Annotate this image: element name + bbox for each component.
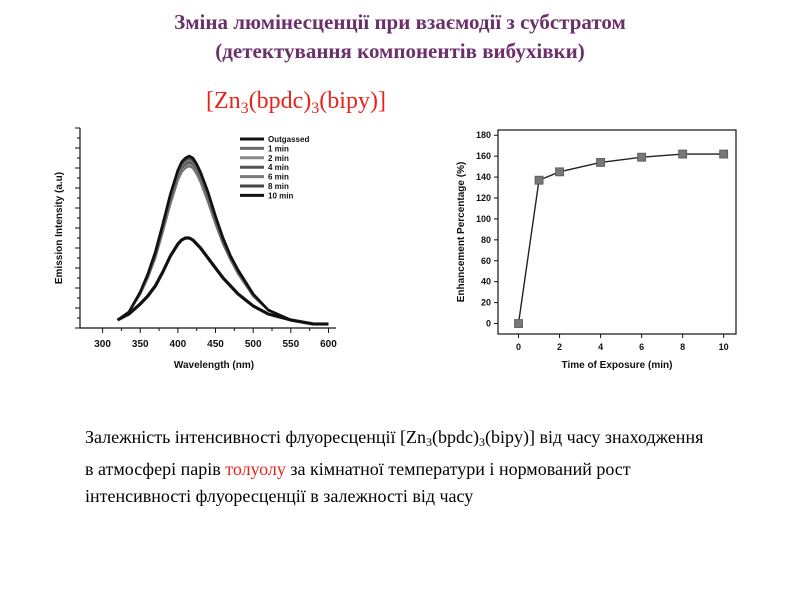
y-axis-label: Emission Intensity (a.u) [54,172,65,284]
x-tick-label: 10 [719,342,729,352]
caption-part-2: (bpdc) [432,427,479,447]
y-tick-label: 60 [481,256,491,266]
y-tick-label: 120 [476,193,491,203]
data-point [596,158,605,167]
x-tick-label: 2 [557,342,562,352]
caption-part-4: за кімнатної температури і нормований ро… [85,459,631,506]
title-line-1: Зміна люмінесценції при взаємодії з субс… [174,10,626,34]
series-line-6 [116,154,329,326]
y-tick-label: 180 [476,130,491,140]
enhancement-chart: 0 20 40 60 80 100 120 140 160 180 0 2 4 6 8 10 Time of E… [456,129,737,371]
formula-sub-1: 3 [240,100,249,117]
legend-label: 2 min [268,154,289,163]
y-axis-label: Enhancement Percentage (%) [456,162,467,303]
legend-label: Outgassed [268,135,309,144]
x-tick-label: 400 [170,339,187,350]
x-axis-label: Wavelength (nm) [174,360,254,371]
data-point [637,152,647,162]
x-tick-label: 6 [639,342,644,352]
data-point [514,319,523,328]
series-line-0 [116,236,329,326]
emission-spectra-chart: 300 350 400 450 500 550 600 Wavelength (nm) Emis… [54,127,337,371]
data-point [534,175,544,185]
caption-highlight: толуолу [225,459,286,479]
series-line-3 [116,160,329,326]
x-tick-label: 600 [320,339,337,350]
data-point [719,149,729,159]
legend-label: 1 min [268,144,289,153]
y-tick-label: 140 [476,172,491,182]
data-point [555,167,564,177]
legend-label: 4 min [268,163,289,172]
page-title: Зміна люмінесценції при взаємодії з субс… [0,8,800,66]
y-tick-label: 20 [481,298,491,308]
legend-label: 8 min [268,182,289,191]
legend-label: 10 min [268,191,293,200]
y-tick-label: 40 [481,277,491,287]
caption-part-1: Залежність інтенсивності флуоресценції [… [85,427,427,447]
x-tick-label: 500 [245,339,262,350]
x-tick-label: 4 [598,342,603,352]
y-tick-label: 100 [476,214,491,224]
y-tick-label: 80 [481,235,491,245]
plot-frame [497,129,737,335]
formula-suffix: (bipy)] [319,88,386,114]
caption-part-3: (bipy)] від часу знаходження в атмосфері… [85,427,704,479]
figure-caption: Залежність інтенсивності флуоресценції [… [85,424,705,510]
data-line [517,153,724,324]
y-tick-label: 160 [476,151,491,161]
formula-prefix: [Zn [206,88,241,114]
series-line-1 [116,164,329,326]
y-tick-label: 0 [486,319,491,329]
data-point [678,149,688,159]
x-axis-label: Time of Exposure (min) [562,360,673,371]
x-tick-label: 8 [680,342,685,352]
x-tick-label: 0 [516,342,521,352]
legend-label: 6 min [268,173,289,182]
formula-mid: (bpdc) [248,88,312,114]
caption-sub-2: 3 [479,435,485,449]
x-tick-label: 300 [94,339,111,350]
title-line-2: (детектування компонентів вибухівки) [215,39,585,63]
caption-sub-1: 3 [426,435,433,449]
x-tick-label: 350 [132,339,149,350]
x-tick-label: 550 [282,339,299,350]
compound-formula: [Zn3(bpdc)3(bipy)] [206,88,386,118]
x-tick-label: 450 [207,339,224,350]
formula-sub-2: 3 [311,100,320,117]
